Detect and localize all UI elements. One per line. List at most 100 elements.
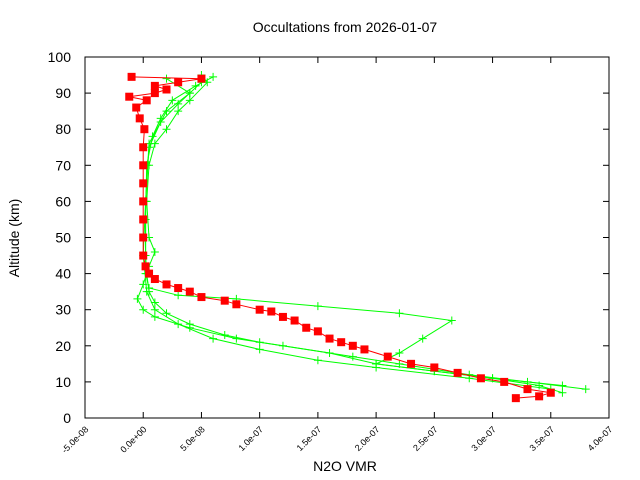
data-point (174, 284, 183, 293)
data-point (255, 345, 264, 354)
data-point (145, 269, 154, 278)
data-point (139, 197, 148, 206)
series-3 (139, 74, 555, 394)
x-tick-label: -5.0e-08 (60, 424, 91, 455)
data-point (185, 96, 194, 105)
y-tick-label: 90 (55, 85, 71, 101)
y-axis-ticks: 0 10 20 30 40 50 60 70 80 90 100 (48, 49, 609, 426)
data-point (523, 385, 532, 394)
x-tick-label: 3.5e-07 (528, 424, 557, 453)
data-point (150, 305, 159, 314)
data-point (558, 388, 567, 397)
data-point (168, 96, 177, 105)
x-tick-label: 1.5e-07 (295, 424, 324, 453)
chart-title: Occultations from 2026-01-07 (253, 19, 438, 35)
data-point (139, 143, 148, 152)
y-axis-label: Altitude (km) (6, 199, 22, 278)
x-tick-label: 1.0e-07 (236, 424, 265, 453)
data-point (232, 334, 241, 343)
series-line (145, 81, 563, 386)
data-point (313, 302, 322, 311)
data-point (209, 72, 218, 81)
data-point (174, 320, 183, 329)
data-point (558, 381, 567, 390)
data-point (140, 125, 149, 134)
data-point (383, 352, 392, 361)
data-point (150, 312, 159, 321)
data-point (185, 89, 194, 98)
y-tick-label: 0 (63, 410, 71, 426)
data-point (447, 316, 456, 325)
data-point (511, 394, 520, 403)
data-point (162, 74, 171, 83)
y-tick-label: 40 (55, 266, 71, 282)
y-tick-label: 30 (55, 302, 71, 318)
data-point (313, 327, 322, 336)
data-point (267, 307, 276, 316)
y-tick-label: 80 (55, 121, 71, 137)
data-point (348, 352, 357, 361)
series-4 (125, 72, 555, 403)
x-tick-label: 4.0e-07 (586, 424, 615, 453)
data-point (325, 349, 334, 358)
data-marks (125, 71, 590, 403)
x-tick-label: 3.0e-07 (469, 424, 498, 453)
data-point (142, 287, 151, 296)
data-point (139, 161, 148, 170)
data-point (546, 388, 555, 397)
series-0 (133, 71, 590, 394)
series-line (142, 78, 551, 390)
data-point (150, 81, 159, 90)
data-point (209, 334, 218, 343)
data-point (220, 296, 229, 305)
data-point (162, 280, 171, 289)
data-point (255, 305, 264, 314)
data-point (174, 291, 183, 300)
x-tick-label: 0.0e+00 (118, 424, 148, 454)
x-axis-label: N2O VMR (313, 458, 377, 474)
data-point (135, 114, 144, 123)
y-tick-label: 20 (55, 338, 71, 354)
data-point (476, 374, 485, 383)
data-point (125, 92, 134, 101)
data-point (150, 275, 159, 284)
data-point (197, 293, 206, 302)
data-point (302, 323, 311, 332)
series-line (129, 76, 551, 399)
data-point (162, 125, 171, 134)
data-point (407, 359, 416, 368)
data-point (418, 334, 427, 343)
y-tick-label: 10 (55, 374, 71, 390)
data-point (278, 312, 287, 321)
x-tick-label: 5.0e-08 (178, 424, 207, 453)
data-point (174, 78, 183, 87)
data-point (139, 233, 148, 242)
data-point (372, 363, 381, 372)
data-point (162, 309, 171, 318)
data-point (127, 72, 136, 81)
data-point (139, 179, 148, 188)
data-point (348, 341, 357, 350)
data-point (150, 298, 159, 307)
data-point (290, 316, 299, 325)
data-point (185, 320, 194, 329)
data-point (430, 363, 439, 372)
series-line (136, 74, 586, 390)
data-point (313, 356, 322, 365)
data-point (132, 103, 141, 112)
data-point (133, 294, 142, 303)
data-point (535, 392, 544, 401)
data-point (150, 247, 159, 256)
data-point (581, 385, 590, 394)
data-point (232, 300, 241, 309)
y-tick-label: 60 (55, 193, 71, 209)
data-point (255, 338, 264, 347)
data-point (500, 377, 509, 386)
data-point (220, 330, 229, 339)
data-point (162, 107, 171, 116)
data-point (395, 349, 404, 358)
y-tick-label: 50 (55, 230, 71, 246)
data-point (395, 309, 404, 318)
data-point (162, 85, 171, 94)
